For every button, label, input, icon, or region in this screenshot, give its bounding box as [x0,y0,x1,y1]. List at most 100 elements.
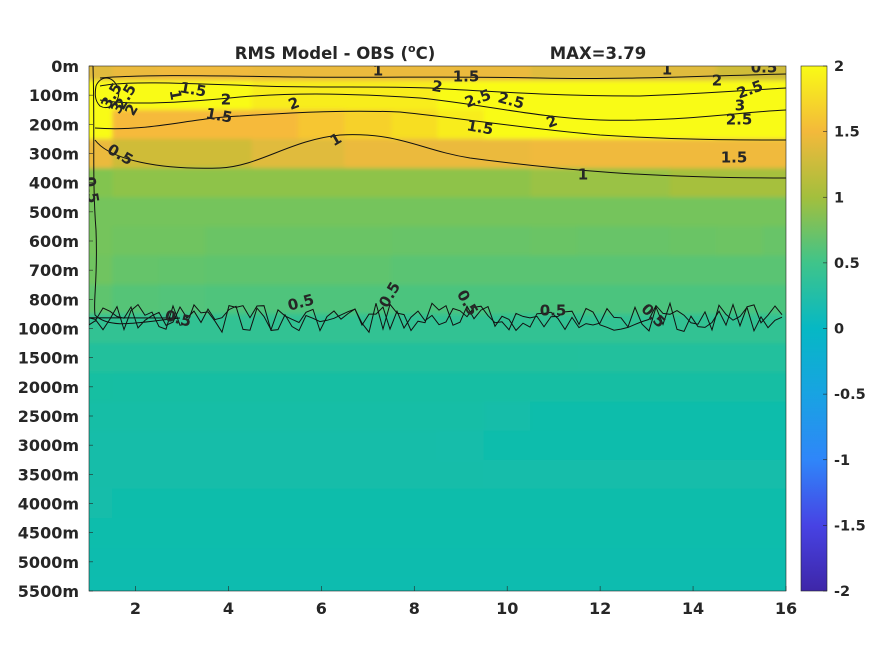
colorbar-tick-label: -1 [834,453,850,469]
heatmap-cell [391,430,439,461]
heatmap-cell [112,284,160,315]
heatmap-cell [158,255,206,286]
contour-0.5 [89,66,783,333]
heatmap-cell [251,401,299,432]
contour-label: 1.5 [721,149,748,167]
heatmap-cell [89,372,113,403]
heatmap-cell [298,488,346,519]
heatmap-cell [251,226,299,257]
heatmap-cell [762,313,786,344]
heatmap-cell [205,401,253,432]
heatmap-cell [483,430,532,461]
contour-label: 1 [662,61,672,79]
heatmap-cell [298,547,346,578]
heatmap-cell [205,547,253,578]
heatmap-cell [158,343,206,373]
heatmap-cell [669,576,717,591]
heatmap-cell [623,255,671,286]
heatmap-cell [530,197,578,228]
heatmap-cell [344,430,392,461]
y-axis-ticks: 0m 100m 200m 300m 400m 500m 600m 700m 800m 1000m 1… [18,57,93,601]
heatmap-cell [112,459,160,490]
heatmap-cell [623,401,671,432]
heatmap-cell [205,430,253,461]
heatmap-cell [437,138,485,169]
heatmap-cell [576,401,624,432]
heatmap-cell [623,547,671,578]
contour-lines [89,66,786,334]
heatmap-cell [716,459,764,490]
x-tick-label: 12 [589,599,611,618]
colorbar-tick-label: 1.5 [834,125,860,141]
heatmap-cell [530,226,578,257]
heatmap-cell [716,313,764,344]
heatmap-cell [89,518,113,548]
heatmap-cell [112,576,160,591]
heatmap-cell [716,138,764,169]
heatmap-cell [669,401,717,432]
heatmap-cell [669,138,717,169]
heatmap-cell [298,372,346,403]
heatmap-cell [344,459,392,490]
heatmap-cell [251,372,299,403]
y-tick-label: 700m [29,261,79,280]
heatmap-cell [251,576,299,591]
heatmap-cell [623,168,671,198]
contour-1.5 [94,110,786,141]
heatmap-cell [344,372,392,403]
contour-label: 1.5 [465,116,494,138]
heatmap-cell [483,226,532,257]
colorbar-tick-label: -2 [834,584,850,600]
heatmap-cell [437,168,485,198]
heatmap-cell [158,488,206,519]
contour-1-top [99,73,786,80]
heatmap-cell [669,343,717,373]
contour-0.5-deep [89,301,783,334]
heatmap-cell [483,197,532,228]
heatmap-cell [530,430,578,461]
heatmap-cell [669,430,717,461]
heatmap-cell [437,459,485,490]
heatmap-cell [344,197,392,228]
heatmap-cell [437,576,485,591]
heatmap-cell [344,226,392,257]
heatmap-cell [623,576,671,591]
heatmap-cell [298,66,346,82]
heatmap-cell [576,284,624,315]
y-tick-label: 5500m [18,582,79,601]
contour-label: 2.5 [726,111,753,129]
heatmap-cell [530,343,578,373]
heatmap-cell [344,547,392,578]
heatmap-cell [669,109,717,140]
heatmap-cell [716,547,764,578]
heatmap-cell [158,430,206,461]
y-tick-label: 3000m [18,436,79,455]
heatmap-cell [251,168,299,198]
heatmap-cell [483,518,532,548]
heatmap-cell [669,255,717,286]
heatmap-cell [437,372,485,403]
heatmap-cell [530,401,578,432]
heatmap-cell [762,168,786,198]
heatmap-cell [344,168,392,198]
y-tick-label: 300m [29,145,79,164]
heatmap-cell [623,138,671,169]
heatmap-cell [576,255,624,286]
heatmap-cell [251,66,299,82]
heatmap-cell [205,255,253,286]
contour-label: 1.5 [204,104,233,126]
heatmap-cell [437,547,485,578]
colorbar-tick-label: -0.5 [834,387,866,403]
heatmap-cell [437,109,485,140]
contour-label: 0.5 [751,59,778,77]
heatmap-cell [623,284,671,315]
heatmap-cell [251,459,299,490]
heatmap-cell [576,66,624,82]
heatmap-cell [576,547,624,578]
heatmap-cell [251,255,299,286]
heatmap-cell [391,226,439,257]
heatmap-cell [716,518,764,548]
heatmap-cell [530,459,578,490]
heatmap-cell [344,313,392,344]
